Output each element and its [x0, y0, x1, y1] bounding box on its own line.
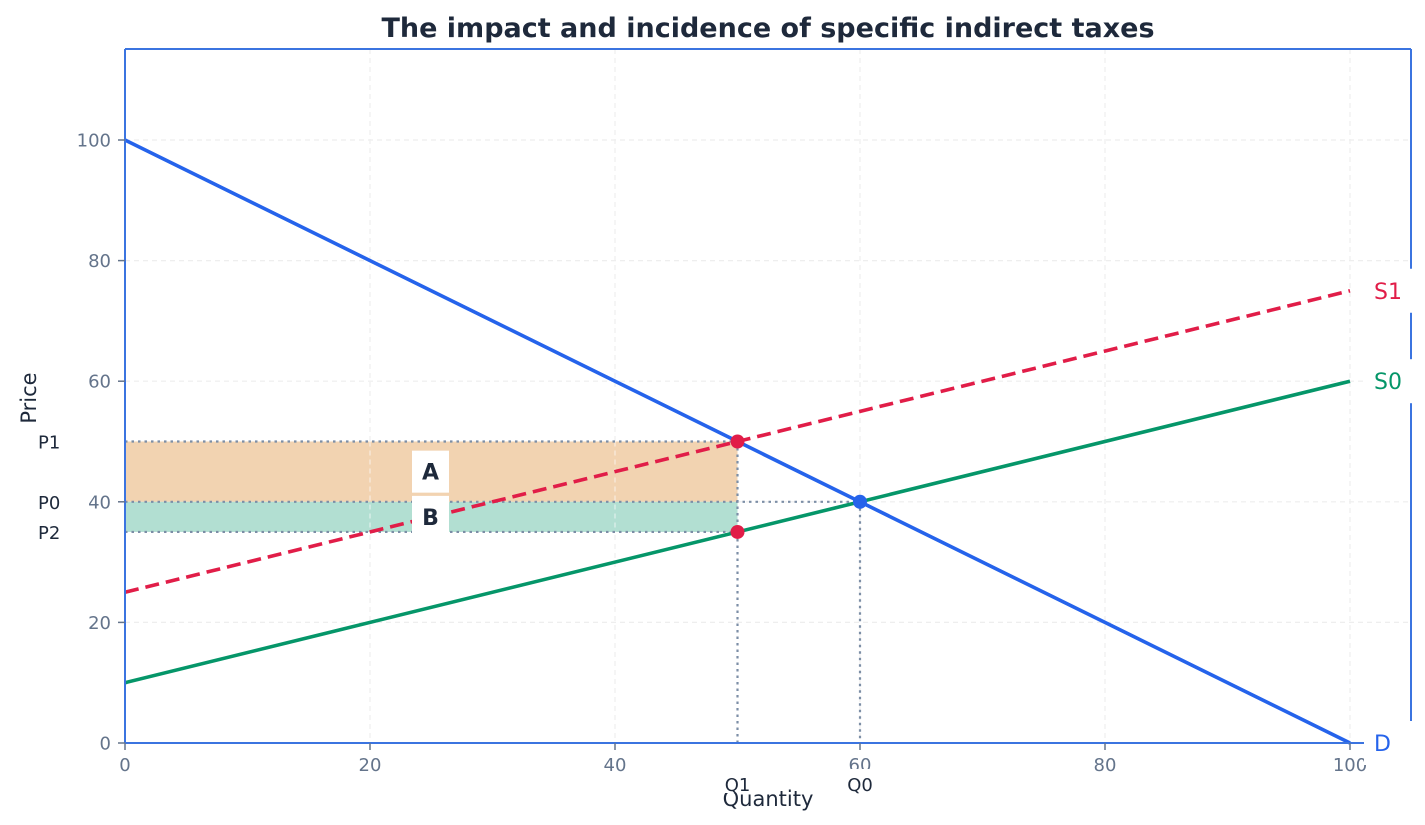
spines [124, 48, 1412, 744]
consumer-price-point-marker [730, 434, 745, 449]
s0-label: S0 [1374, 370, 1402, 395]
x-tick-label: 20 [359, 755, 382, 776]
grid [125, 49, 1411, 743]
y-tick-label: 100 [77, 131, 111, 152]
producer-price-point-marker [730, 524, 745, 539]
label-background [842, 769, 878, 793]
area-labels: AB [412, 450, 449, 538]
x-tick-label: 100 [1333, 755, 1367, 776]
marker-labels: P1 P0 P2 Q1 Q0 [38, 433, 878, 796]
area-label-b: B [422, 506, 439, 531]
area-label-a: A [422, 461, 439, 486]
q1-label: Q1 [725, 775, 751, 796]
curve-labels: D S0 S1 [1364, 268, 1416, 765]
area-label-box [412, 450, 449, 493]
y-tick-label: 80 [88, 251, 111, 272]
p1-label: P1 [38, 433, 60, 454]
d-label: D [1374, 732, 1391, 757]
x-tick-label: 0 [119, 755, 130, 776]
chart-title: The impact and incidence of specific ind… [381, 13, 1154, 44]
x-tick-label: 80 [1094, 755, 1117, 776]
area-label-box [412, 495, 449, 538]
points [730, 434, 867, 539]
q0-label: Q0 [847, 775, 873, 796]
y-tick-label: 60 [88, 372, 111, 393]
curve-label-box [1364, 268, 1416, 313]
y-tick-label: 40 [88, 492, 111, 513]
p2-label: P2 [38, 523, 60, 544]
s1-label: S1 [1374, 280, 1402, 305]
x-tick-label: 40 [604, 755, 627, 776]
p0-label: P0 [38, 493, 60, 514]
y-tick-label: 0 [100, 734, 111, 755]
curve-label-box [1364, 359, 1416, 404]
original-equilibrium-marker [853, 494, 867, 509]
label-background [719, 769, 756, 793]
y-axis-label: Price [17, 372, 41, 423]
y-tick-label: 20 [88, 613, 111, 634]
curve-label-box [1364, 721, 1416, 765]
